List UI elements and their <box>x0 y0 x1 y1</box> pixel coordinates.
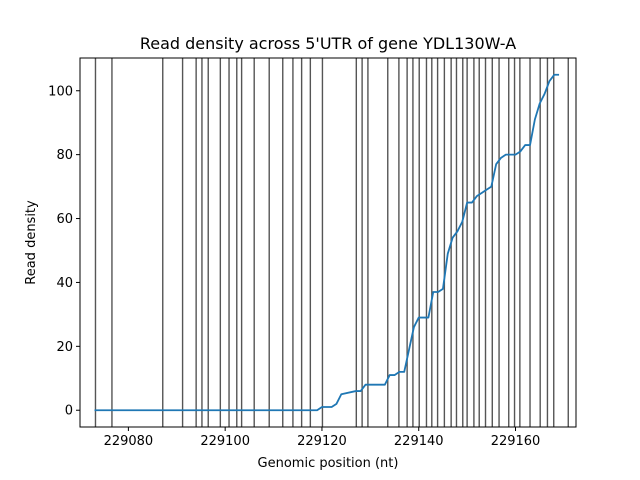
plot-area <box>80 58 576 427</box>
x-tick-label: 229160 <box>491 434 541 449</box>
y-tick-label: 0 <box>65 404 73 419</box>
x-tick-label: 229080 <box>104 434 154 449</box>
vertical-lines <box>94 58 569 427</box>
y-tick-label: 40 <box>56 276 73 291</box>
y-tick-label: 20 <box>56 340 73 355</box>
series-line <box>94 73 560 412</box>
y-axis-label: Read density <box>24 200 39 285</box>
y-axis-ticks: 0 20 40 60 80 100 <box>48 84 80 419</box>
x-tick-label: 229140 <box>394 434 444 449</box>
y-tick-label: 80 <box>56 148 73 163</box>
plot-frame <box>79 57 577 428</box>
x-axis-ticks: 229080 229100 229120 229140 229160 <box>104 427 541 449</box>
x-tick-label: 229120 <box>297 434 347 449</box>
x-tick-label: 229100 <box>200 434 250 449</box>
y-tick-label: 60 <box>56 212 73 227</box>
series-layer <box>94 73 560 412</box>
y-tick-label: 100 <box>48 84 73 99</box>
x-axis-label: Genomic position (nt) <box>258 456 399 471</box>
chart-title: Read density across 5'UTR of gene YDL130… <box>140 34 516 53</box>
